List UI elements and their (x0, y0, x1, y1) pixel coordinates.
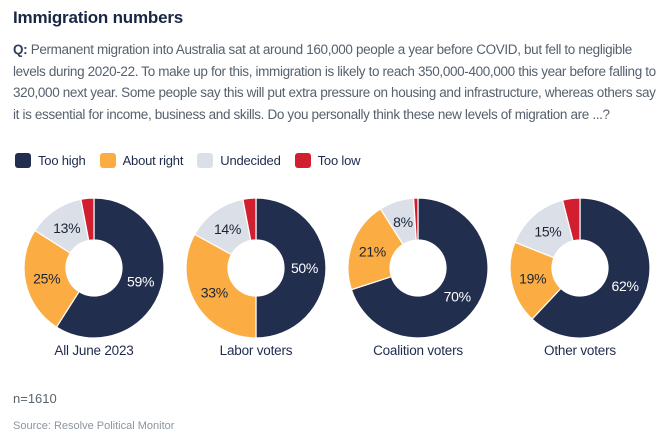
legend-item-too-high: Too high (15, 153, 86, 168)
donut-chart-other-voters: 62% 19% 15% Other voters (499, 196, 661, 358)
pie-slice-too-high (350, 197, 489, 339)
value-label-undecided: 14% (214, 221, 241, 237)
page-title: Immigration numbers (13, 8, 184, 27)
question-prefix: Q: (13, 42, 28, 57)
question-text: Q: Permanent migration into Australia sa… (13, 39, 665, 125)
value-label-too-high: 59% (127, 274, 154, 290)
donut-svg: 62% 19% 15% (509, 197, 651, 339)
value-label-about-right: 21% (359, 244, 386, 260)
value-label-about-right: 33% (201, 285, 228, 301)
legend-swatch-undecided (197, 153, 214, 168)
donut-charts-row: 59% 25% 13% All June 2023 50% 33% 14% Labor vot… (13, 196, 661, 358)
value-label-too-high: 62% (612, 278, 639, 294)
pie-slice-about-right (185, 233, 257, 339)
donut-chart-labor-voters: 50% 33% 14% Labor voters (175, 196, 337, 358)
pie-slice-too-low (242, 197, 257, 242)
legend-label: Undecided (220, 153, 281, 168)
value-label-undecided: 13% (53, 220, 80, 236)
chart-category-label: Labor voters (219, 343, 293, 358)
donut-svg: 70% 21% 8% (347, 197, 489, 339)
pie-slice-about-right (23, 229, 80, 328)
chart-category-label: All June 2023 (54, 343, 134, 358)
donut-svg: 50% 33% 14% (185, 197, 327, 339)
legend-label: Too high (38, 153, 86, 168)
legend-swatch-about-right (99, 153, 116, 168)
value-label-undecided: 8% (393, 214, 413, 230)
legend-label: Too low (317, 153, 361, 168)
legend-swatch-too-high (15, 153, 31, 168)
pie-slice-too-high (255, 197, 327, 339)
pie-slice-too-low (80, 197, 95, 242)
chart-legend: Too high About right Undecided Too low (15, 153, 360, 168)
legend-item-undecided: Undecided (197, 153, 281, 168)
pie-slice-too-high (531, 197, 651, 339)
chart-category-label: Other voters (544, 343, 616, 358)
pie-slice-too-low (412, 197, 419, 241)
legend-item-too-low: Too low (294, 153, 361, 168)
donut-chart-all-june-2023: 59% 25% 13% All June 2023 (13, 196, 175, 358)
pie-slice-too-low (561, 197, 581, 242)
value-label-too-high: 70% (444, 289, 471, 305)
sample-size: n=1610 (13, 391, 57, 406)
question-body: Permanent migration into Australia sat a… (13, 42, 656, 122)
pie-slice-about-right (347, 208, 404, 291)
value-label-about-right: 25% (33, 271, 60, 287)
chart-category-label: Coalition voters (373, 343, 463, 358)
value-label-about-right: 19% (519, 271, 546, 287)
legend-label: About right (122, 153, 184, 168)
donut-svg: 59% 25% 13% (23, 197, 165, 339)
legend-swatch-too-low (294, 153, 311, 168)
donut-chart-coalition-voters: 70% 21% 8% Coalition voters (337, 196, 499, 358)
value-label-too-high: 50% (291, 260, 318, 276)
legend-item-about-right: About right (99, 153, 184, 168)
value-label-undecided: 15% (534, 224, 561, 240)
pie-slice-too-high (55, 197, 165, 339)
source-note: Source: Resolve Political Monitor (13, 420, 175, 432)
